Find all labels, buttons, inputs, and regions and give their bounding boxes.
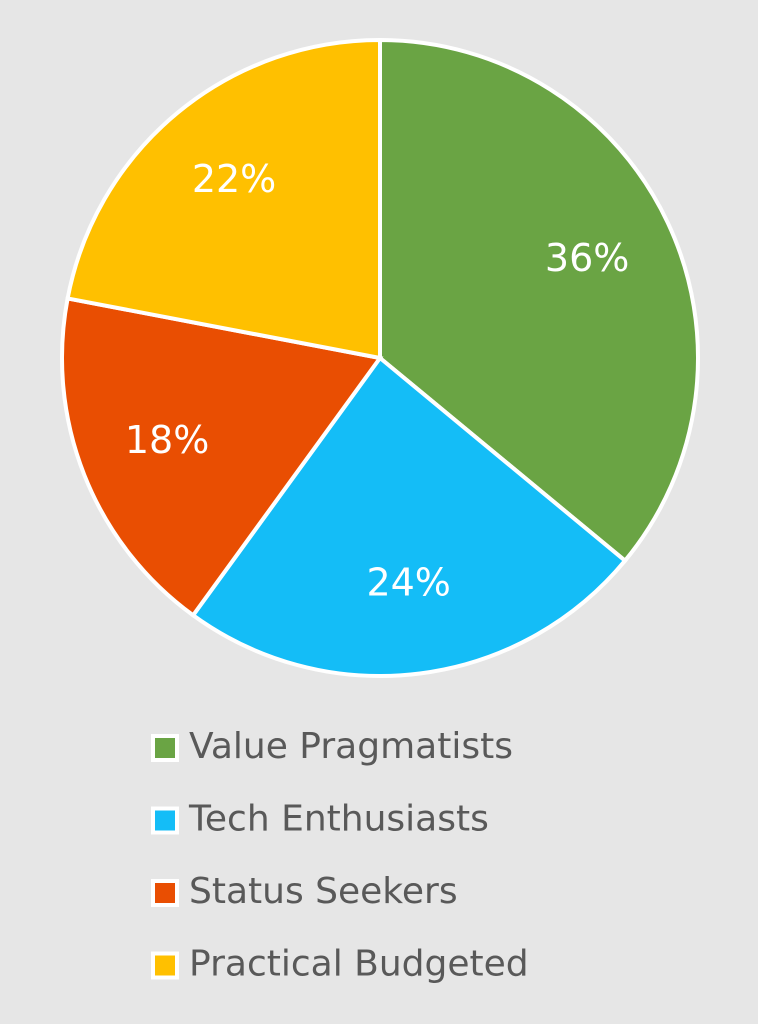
pie-slice — [65, 37, 382, 361]
data-label: 24% — [366, 561, 450, 605]
data-label: 22% — [192, 157, 276, 201]
legend-label: Value Pragmatists — [189, 726, 513, 767]
pie-slice — [60, 296, 384, 619]
pie-slice — [190, 355, 628, 678]
legend-marker — [151, 734, 179, 762]
legend-label: Tech Enthusiasts — [188, 799, 489, 840]
legend-label: Status Seekers — [189, 871, 458, 912]
data-label: 18% — [125, 418, 209, 462]
pie-slice — [378, 37, 700, 564]
legend-label: Practical Budgeted — [189, 944, 529, 985]
legend-marker — [151, 806, 179, 835]
data-label: 36% — [545, 236, 629, 280]
legend-marker — [151, 879, 179, 907]
legend-marker — [151, 951, 179, 980]
